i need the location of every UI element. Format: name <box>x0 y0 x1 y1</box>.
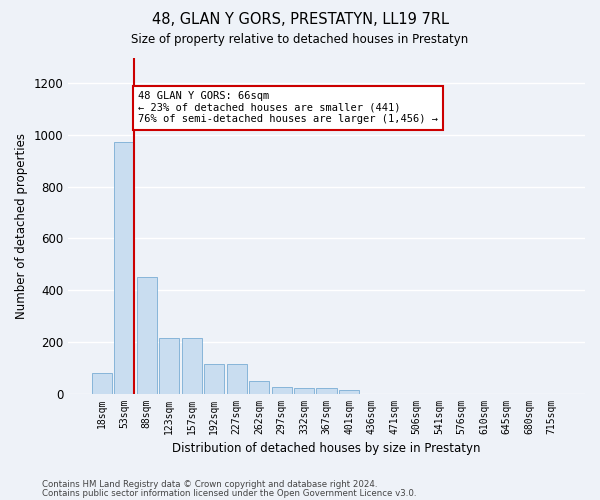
X-axis label: Distribution of detached houses by size in Prestatyn: Distribution of detached houses by size … <box>172 442 481 455</box>
Bar <box>182 338 202 394</box>
Bar <box>227 364 247 394</box>
Bar <box>249 381 269 394</box>
Bar <box>339 390 359 394</box>
Text: Contains public sector information licensed under the Open Government Licence v3: Contains public sector information licen… <box>42 488 416 498</box>
Bar <box>294 388 314 394</box>
Text: 48 GLAN Y GORS: 66sqm
← 23% of detached houses are smaller (441)
76% of semi-det: 48 GLAN Y GORS: 66sqm ← 23% of detached … <box>138 91 438 124</box>
Bar <box>92 373 112 394</box>
Bar <box>272 387 292 394</box>
Bar <box>137 277 157 394</box>
Bar <box>316 388 337 394</box>
Text: Size of property relative to detached houses in Prestatyn: Size of property relative to detached ho… <box>131 32 469 46</box>
Bar <box>114 142 134 394</box>
Text: Contains HM Land Registry data © Crown copyright and database right 2024.: Contains HM Land Registry data © Crown c… <box>42 480 377 489</box>
Bar <box>159 338 179 394</box>
Text: 48, GLAN Y GORS, PRESTATYN, LL19 7RL: 48, GLAN Y GORS, PRESTATYN, LL19 7RL <box>151 12 449 28</box>
Y-axis label: Number of detached properties: Number of detached properties <box>15 132 28 318</box>
Bar <box>204 364 224 394</box>
